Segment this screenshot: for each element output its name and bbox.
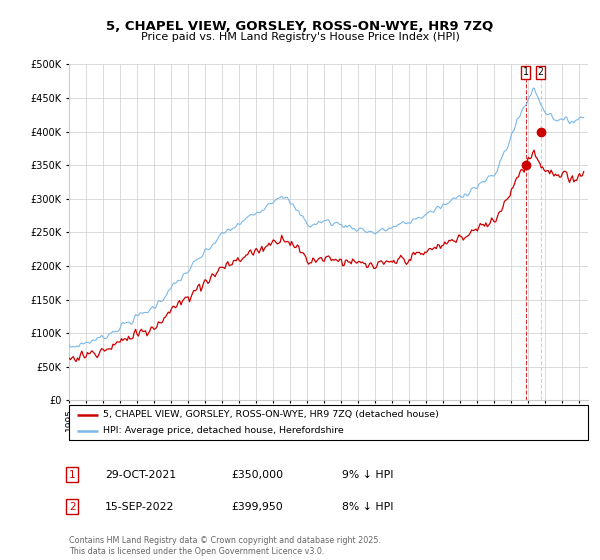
Text: 1: 1 xyxy=(523,67,529,77)
Text: 29-OCT-2021: 29-OCT-2021 xyxy=(105,470,176,480)
Text: Contains HM Land Registry data © Crown copyright and database right 2025.
This d: Contains HM Land Registry data © Crown c… xyxy=(69,536,381,556)
Text: 1: 1 xyxy=(69,470,76,480)
Text: 5, CHAPEL VIEW, GORSLEY, ROSS-ON-WYE, HR9 7ZQ: 5, CHAPEL VIEW, GORSLEY, ROSS-ON-WYE, HR… xyxy=(106,20,494,32)
Text: HPI: Average price, detached house, Herefordshire: HPI: Average price, detached house, Here… xyxy=(103,426,343,436)
Text: £399,950: £399,950 xyxy=(231,502,283,512)
Text: 2: 2 xyxy=(538,67,544,77)
Text: 15-SEP-2022: 15-SEP-2022 xyxy=(105,502,175,512)
Text: 2: 2 xyxy=(69,502,76,512)
Text: 9% ↓ HPI: 9% ↓ HPI xyxy=(342,470,394,480)
Text: Price paid vs. HM Land Registry's House Price Index (HPI): Price paid vs. HM Land Registry's House … xyxy=(140,32,460,43)
Text: 5, CHAPEL VIEW, GORSLEY, ROSS-ON-WYE, HR9 7ZQ (detached house): 5, CHAPEL VIEW, GORSLEY, ROSS-ON-WYE, HR… xyxy=(103,410,439,419)
Text: 8% ↓ HPI: 8% ↓ HPI xyxy=(342,502,394,512)
Text: £350,000: £350,000 xyxy=(231,470,283,480)
